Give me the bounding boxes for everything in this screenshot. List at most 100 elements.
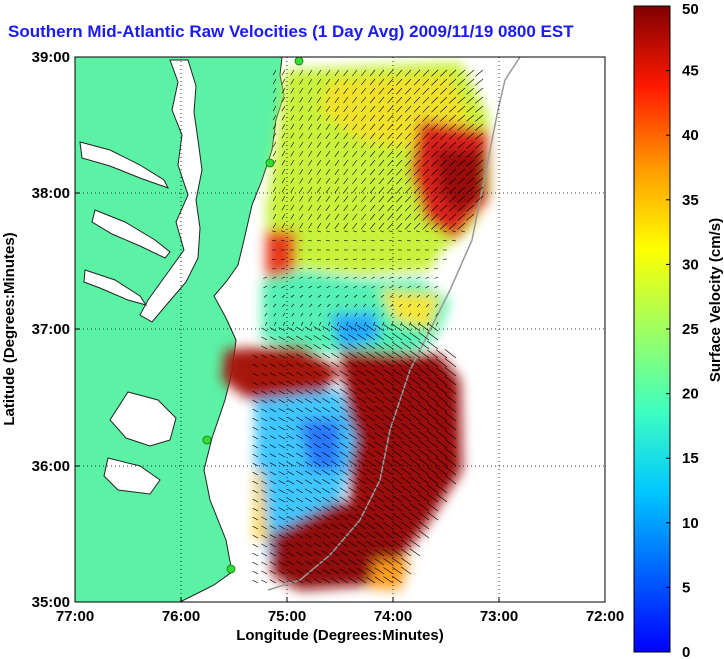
velocity-arrow	[427, 493, 439, 503]
velocity-arrow	[299, 123, 304, 130]
velocity-arrow	[399, 303, 403, 308]
velocity-arrow	[287, 399, 295, 404]
velocity-arrow	[269, 444, 277, 449]
velocity-arrow	[357, 514, 367, 521]
velocity-arrow	[383, 477, 394, 485]
velocity-arrow	[326, 230, 331, 233]
velocity-arrow	[278, 444, 286, 449]
velocity-arrow	[304, 488, 313, 494]
velocity-arrow	[339, 361, 349, 368]
velocity-arrow	[334, 78, 340, 85]
velocity-arrow	[352, 168, 358, 176]
velocity-arrow	[296, 380, 304, 386]
velocity-arrow	[363, 312, 367, 317]
velocity-arrow	[363, 303, 367, 308]
velocity-arrow	[378, 204, 385, 212]
velocity-arrow	[372, 321, 376, 326]
velocity-arrow	[335, 276, 340, 279]
velocity-arrow	[383, 450, 394, 458]
velocity-arrow	[392, 332, 403, 341]
velocity-arrow	[409, 332, 421, 341]
velocity-arrow	[357, 469, 367, 476]
velocity-arrow	[374, 576, 385, 584]
velocity-arrow	[313, 380, 322, 386]
velocity-arrow	[416, 267, 421, 270]
velocity-arrow	[404, 141, 412, 149]
velocity-arrow	[348, 361, 358, 368]
velocity-arrow	[365, 477, 376, 485]
velocity-arrow	[339, 388, 349, 395]
velocity-arrow	[418, 440, 430, 449]
velocity-arrow	[322, 578, 331, 584]
velocity-arrow	[418, 467, 430, 476]
velocity-arrow	[434, 240, 439, 242]
velocity-arrow	[357, 505, 367, 512]
velocity-arrow	[261, 570, 268, 575]
velocity-arrow	[404, 222, 412, 230]
velocity-arrow	[287, 552, 295, 557]
velocity-arrow	[427, 421, 439, 431]
colorbar-ticks: 0 5 10 15 20 25 30 35 40 45 50	[666, 1, 699, 659]
velocity-arrow	[343, 96, 349, 104]
velocity-arrow	[339, 433, 349, 440]
velocity-arrow	[299, 69, 304, 76]
velocity-arrow	[272, 294, 277, 298]
velocity-arrow	[344, 240, 349, 242]
velocity-arrow	[448, 195, 457, 203]
velocity-arrow	[444, 466, 457, 476]
velocity-arrow	[392, 566, 403, 575]
velocity-arrow	[287, 579, 295, 584]
velocity-arrow	[404, 132, 412, 140]
velocity-arrow	[308, 87, 313, 94]
velocity-arrow	[448, 186, 457, 194]
velocity-arrow	[365, 405, 376, 413]
velocity-arrow	[334, 87, 340, 94]
velocity-arrow	[418, 503, 430, 512]
velocity-arrow	[448, 69, 457, 77]
velocity-arrow	[348, 523, 358, 530]
velocity-arrow	[392, 431, 403, 440]
velocity-arrow	[339, 343, 349, 350]
velocity-arrow	[313, 362, 322, 368]
velocity-arrow	[308, 186, 313, 193]
velocity-arrow	[418, 377, 430, 386]
velocity-arrow	[400, 368, 412, 377]
velocity-arrow	[413, 141, 421, 149]
velocity-arrow	[425, 294, 430, 298]
velocity-arrow	[404, 213, 412, 221]
velocity-arrow	[387, 105, 394, 113]
velocity-arrow	[278, 453, 286, 458]
velocity-arrow	[409, 521, 421, 530]
velocity-arrow	[299, 105, 304, 112]
velocity-arrow	[269, 543, 277, 548]
velocity-arrow	[444, 403, 457, 413]
velocity-arrow	[261, 507, 268, 512]
velocity-arrow	[360, 222, 367, 230]
velocity-arrow	[287, 444, 295, 449]
radar-station-marker	[265, 158, 275, 168]
velocity-arrow	[348, 442, 358, 449]
velocity-arrow	[281, 168, 286, 175]
velocity-arrow	[396, 150, 403, 158]
velocity-arrow	[475, 87, 484, 95]
velocity-arrow	[335, 294, 340, 298]
velocity-arrow	[325, 141, 331, 148]
velocity-arrow	[278, 570, 286, 575]
velocity-arrow	[357, 541, 367, 548]
velocity-arrow	[325, 159, 331, 166]
velocity-arrow	[413, 204, 421, 212]
velocity-arrow	[343, 204, 349, 212]
velocity-arrow	[357, 424, 367, 431]
velocity-arrow	[325, 222, 331, 229]
velocity-arrow	[390, 321, 394, 326]
x-axis-label: Longitude (Degrees:Minutes)	[236, 627, 444, 644]
velocity-arrow	[457, 114, 466, 122]
velocity-arrow	[322, 551, 331, 557]
velocity-arrow	[304, 506, 313, 512]
velocity-arrow	[439, 78, 448, 86]
velocity-arrow	[434, 285, 439, 289]
velocity-arrow	[272, 267, 277, 270]
velocity-arrow	[291, 303, 295, 308]
colorbar-tick-label: 50	[682, 1, 699, 18]
